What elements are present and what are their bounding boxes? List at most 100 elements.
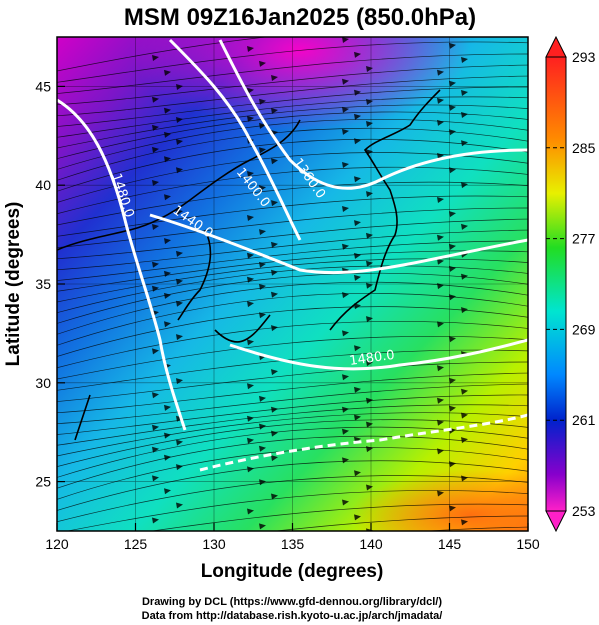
y-axis-ticks: 25 30 35 40 45 [35,78,65,490]
streamline-arrow [461,112,468,119]
streamline-arrow [449,294,456,301]
wind-streamlines [57,37,528,565]
streamline-arrow [152,224,159,231]
streamline-arrow [437,197,444,204]
streamline-arrow [247,171,254,178]
streamline-arrow [437,321,444,328]
coastlines [57,89,441,441]
streamline-arrow [342,457,349,464]
coastline-taiwan [74,394,91,441]
streamline-arrow [354,386,361,393]
streamline-arrow [259,60,266,67]
streamline-arrow [164,107,171,114]
streamline [57,53,528,94]
streamline-arrow [437,448,444,455]
streamline-arrow [259,185,266,192]
streamline-arrow [461,140,468,147]
streamline-arrow [342,243,349,250]
streamline-arrow [176,250,183,257]
streamline-arrow [247,550,254,556]
streamline-arrow [271,291,278,298]
streamline-arrow [342,406,349,413]
colorbar-tick-label: 261 [572,412,596,428]
streamline-arrow [342,499,349,506]
streamline [57,335,528,380]
coastline-kyushu [214,314,271,343]
y-tick-label: 40 [35,177,51,193]
streamline [57,181,528,226]
streamline-arrow [271,369,278,376]
y-tick-label: 45 [35,78,51,94]
streamline [271,515,528,531]
streamline-arrow [152,559,159,565]
streamline [422,526,528,531]
streamline-arrow [152,96,159,103]
contour-dashed-south [199,413,528,472]
streamline-arrow [247,437,254,444]
streamline-arrow [342,374,349,381]
streamline-arrow [176,278,183,285]
streamline-arrow [259,423,266,430]
colorbar: 293 285 277 269 261 253 [545,35,596,533]
streamline-arrow [271,493,278,500]
colorbar-tick-label: 285 [572,140,596,156]
streamline-arrow [152,475,159,482]
streamline [57,372,528,414]
streamline-arrow [164,238,171,245]
streamline-arrow [449,211,456,218]
streamline [57,229,528,271]
streamline-arrow [176,84,183,91]
streamline-arrow [449,336,456,343]
streamline-arrow [437,365,444,372]
streamline-arrow [247,415,254,422]
streamline [57,138,528,192]
streamline [57,195,528,237]
streamline-arrow [449,405,456,412]
x-tick-label: 135 [281,536,305,552]
streamline [57,258,528,303]
streamline-arrow [461,307,468,314]
streamline-arrow [437,153,444,160]
streamline-arrow [176,546,183,552]
colorbar-tick-label: 269 [572,321,596,337]
streamline [57,383,528,425]
colorbar-tick-label: 293 [572,49,596,65]
contour-label-1480-east: 1480.0 [348,348,395,369]
chart-title: MSM 09Z16Jan2025 (850.0hPa) [124,4,476,31]
streamline-arrow [449,42,456,49]
streamline-arrow [461,437,468,444]
streamline-arrow [152,124,159,131]
streamline-arrow [271,158,278,165]
colorbar-tick-label: 277 [572,231,596,247]
colorbar-ticks: 293 285 277 269 261 253 [546,49,596,519]
x-tick-label: 140 [359,536,383,552]
streamline-arrow [342,37,349,43]
streamline-arrow [152,446,159,453]
streamline [57,306,528,357]
streamline [57,394,528,435]
streamline-arrow [164,532,171,538]
colorbar-gradient [545,56,567,512]
streamline-arrow [247,383,254,390]
streamline [57,166,528,215]
streamline-arrow [449,265,456,272]
streamline-arrow [247,466,254,473]
streamline-arrow [461,90,468,97]
colorbar-bottom-arrow [545,510,567,533]
streamline-arrow [247,87,254,94]
streamline-arrow [176,334,183,341]
streamline-arrow [247,252,254,259]
streamline [57,419,528,468]
streamline-arrow [354,51,361,58]
streamline [57,435,528,489]
streamline-arrow [259,479,266,486]
streamline [57,404,528,446]
streamline [57,75,528,117]
streamline-arrow [247,215,254,222]
streamline-arrow [164,69,171,76]
streamline-arrow [449,505,456,512]
credit-data: Data from http://database.rish.kyoto-u.a… [142,610,443,622]
y-tick-label: 25 [35,474,51,490]
streamline-arrow [247,508,254,515]
x-tick-label: 145 [438,536,462,552]
